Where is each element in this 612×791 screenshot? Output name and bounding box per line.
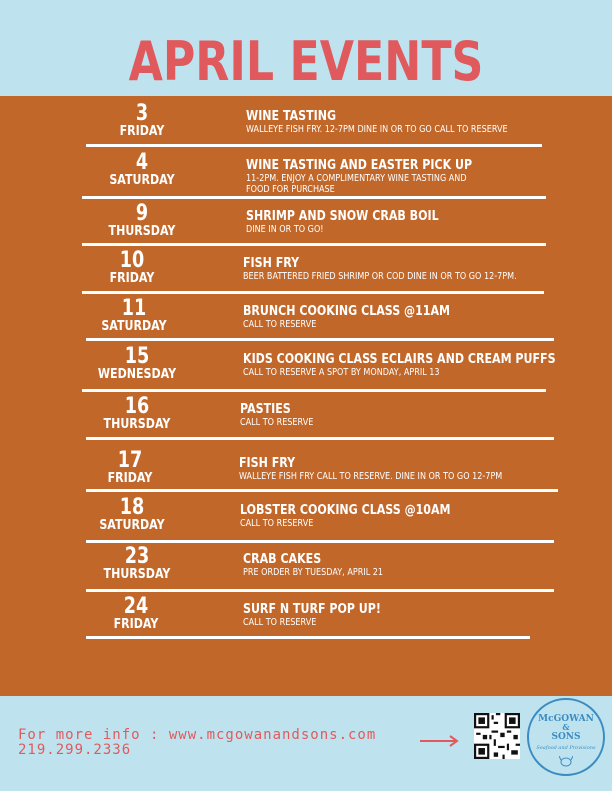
event-day-number: 11: [121, 296, 147, 321]
divider-line: [82, 389, 546, 392]
divider-line: [86, 636, 530, 639]
event-weekday: SATURDAY: [101, 319, 167, 334]
event-details: WINE TASTING AND EASTER PICK UP 11-2PM. E…: [246, 158, 512, 195]
event-weekday: THURSDAY: [103, 417, 171, 432]
event-details: WINE TASTING WALLEYE FISH FRY. 12-7PM DIN…: [246, 109, 554, 135]
logo-tagline: Seafood and Provisions: [536, 745, 596, 751]
event-description: WALLEYE FISH FRY. 12-7PM DINE IN OR TO G…: [246, 124, 508, 135]
event-date: 16 THURSDAY: [62, 394, 212, 432]
event-title: SURF N TURF POP UP!: [243, 602, 381, 617]
qr-code-icon[interactable]: [474, 713, 520, 759]
divider-line: [86, 437, 554, 440]
event-description: PRE ORDER BY TUESDAY, APRIL 21: [243, 567, 384, 578]
event-title: FISH FRY: [239, 456, 296, 471]
event-date: 15 WEDNESDAY: [62, 344, 212, 382]
event-weekday: SATURDAY: [109, 173, 175, 188]
event-day-number: 24: [123, 594, 149, 619]
event-title: WINE TASTING AND EASTER PICK UP: [246, 158, 473, 173]
event-day-number: 17: [117, 448, 143, 473]
event-details: SHRIMP AND SNOW CRAB BOIL DINE IN OR TO G…: [246, 209, 473, 235]
event-title: BRUNCH COOKING CLASS @11AM: [243, 304, 451, 319]
event-day-number: 23: [124, 544, 150, 569]
arrow-right-icon: [420, 735, 459, 747]
event-weekday: FRIDAY: [107, 471, 153, 486]
event-title: FISH FRY: [243, 256, 300, 271]
event-date: 24 FRIDAY: [61, 594, 211, 632]
event-title: SHRIMP AND SNOW CRAB BOIL: [246, 209, 439, 224]
event-details: SURF N TURF POP UP! CALL TO RESERVE: [243, 602, 405, 628]
event-day-number: 3: [135, 101, 149, 126]
divider-line: [86, 489, 558, 492]
event-title: KIDS COOKING CLASS ECLAIRS AND CREAM PUF…: [243, 352, 556, 367]
event-weekday: FRIDAY: [109, 271, 155, 286]
event-day-number: 4: [135, 150, 149, 175]
more-info-text: For more info : www.mcgowanandsons.com: [18, 727, 377, 743]
phone-number: 219.299.2336: [18, 742, 132, 758]
event-date: 10 FRIDAY: [57, 248, 207, 286]
event-day-number: 18: [119, 495, 145, 520]
event-details: KIDS COOKING CLASS ECLAIRS AND CREAM PUF…: [243, 352, 611, 378]
event-details: CRAB CAKES PRE ORDER BY TUESDAY, APRIL 21: [243, 552, 408, 578]
divider-line: [86, 540, 554, 543]
divider-line: [82, 291, 544, 294]
divider-line: [86, 589, 554, 592]
event-date: 9 THURSDAY: [67, 201, 217, 239]
event-details: PASTIES CALL TO RESERVE: [240, 402, 326, 428]
event-day-number: 10: [119, 248, 145, 273]
event-title: PASTIES: [240, 402, 291, 417]
event-date: 17 FRIDAY: [55, 448, 205, 486]
event-day-number: 15: [124, 344, 150, 369]
event-title: WINE TASTING: [246, 109, 337, 124]
event-description: CALL TO RESERVE A SPOT BY MONDAY, APRIL …: [243, 367, 440, 378]
event-details: FISH FRY WALLEYE FISH FRY CALL TO RESERVE…: [239, 456, 549, 482]
divider-line: [86, 144, 542, 147]
event-description: 11-2PM. ENJOY A COMPLIMENTARY WINE TASTI…: [246, 173, 467, 195]
event-details: BRUNCH COOKING CLASS @11AM CALL TO RESERV…: [243, 304, 487, 330]
crab-icon: [559, 755, 573, 767]
brand-logo: McGOWAN & SONS Seafood and Provisions: [527, 698, 605, 776]
event-date: 23 THURSDAY: [62, 544, 212, 582]
event-date: 4 SATURDAY: [67, 150, 217, 188]
event-weekday: FRIDAY: [119, 124, 165, 139]
event-details: FISH FRY BEER BATTERED FRIED SHRIMP OR CO…: [243, 256, 565, 282]
event-description: CALL TO RESERVE: [240, 518, 314, 529]
event-description: CALL TO RESERVE: [243, 319, 317, 330]
event-title: LOBSTER COOKING CLASS @10AM: [240, 503, 451, 518]
event-weekday: THURSDAY: [103, 567, 171, 582]
event-details: LOBSTER COOKING CLASS @10AM CALL TO RESER…: [240, 503, 488, 529]
event-date: 11 SATURDAY: [59, 296, 209, 334]
event-date: 18 SATURDAY: [57, 495, 207, 533]
event-weekday: SATURDAY: [99, 518, 165, 533]
event-day-number: 9: [135, 201, 149, 226]
event-description: DINE IN OR TO GO!: [246, 224, 324, 235]
divider-line: [82, 196, 546, 199]
event-description: CALL TO RESERVE: [240, 417, 314, 428]
divider-line: [82, 243, 546, 246]
event-weekday: THURSDAY: [108, 224, 176, 239]
event-weekday: WEDNESDAY: [97, 367, 177, 382]
event-day-number: 16: [124, 394, 150, 419]
event-description: WALLEYE FISH FRY CALL TO RESERVE. DINE I…: [239, 471, 503, 482]
logo-ampersand: &: [562, 722, 570, 732]
logo-name: McGOWAN: [538, 714, 594, 724]
event-description: CALL TO RESERVE: [243, 617, 317, 628]
event-description: BEER BATTERED FRIED SHRIMP OR COD DINE I…: [243, 271, 517, 282]
event-title: CRAB CAKES: [243, 552, 322, 567]
event-weekday: FRIDAY: [113, 617, 159, 632]
page-title: APRIL EVENTS: [128, 30, 484, 93]
divider-line: [86, 338, 554, 341]
logo-sons: SONS: [551, 732, 581, 742]
event-date: 3 FRIDAY: [67, 101, 217, 139]
